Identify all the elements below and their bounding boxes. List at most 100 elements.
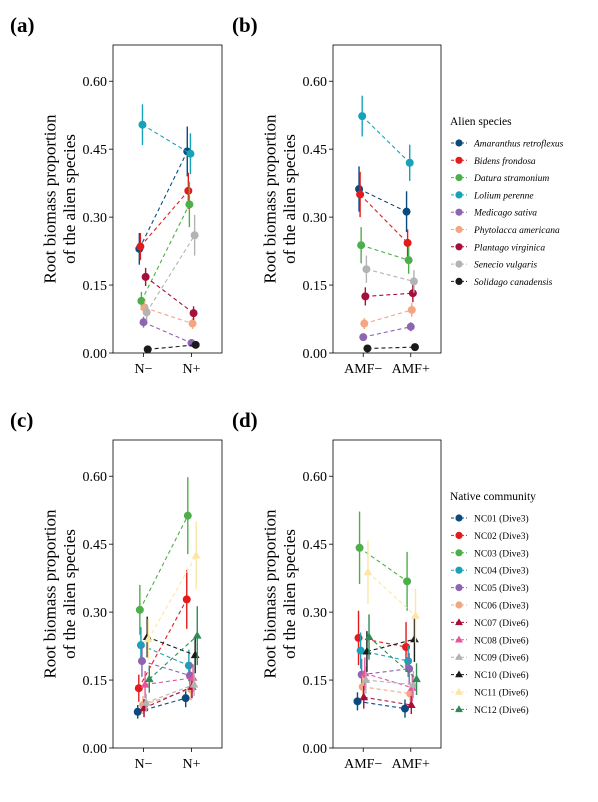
data-point — [141, 272, 150, 281]
y-axis-label-line: of the alien species — [60, 134, 79, 264]
panel-label: (b) — [232, 13, 258, 37]
series-line — [141, 660, 191, 677]
data-point — [403, 238, 412, 247]
legend-label: NC02 (Dive3) — [474, 531, 529, 542]
series-3 — [135, 477, 192, 635]
data-point — [411, 611, 420, 619]
series-line — [143, 686, 193, 709]
series-line — [359, 194, 409, 244]
series-line — [366, 638, 415, 653]
y-tick-label: 0.30 — [303, 211, 328, 226]
legend-marker — [455, 260, 463, 268]
legend-label: NC06 (Dive3) — [474, 601, 529, 612]
y-axis-label-line: of the alien species — [60, 529, 79, 659]
legend-item: NC11 (Dive6) — [451, 688, 528, 699]
series-8 — [362, 255, 418, 293]
series-line — [142, 688, 192, 706]
data-point — [363, 344, 372, 353]
panel-label: (a) — [10, 13, 35, 37]
legend-title: Alien species — [450, 116, 512, 128]
y-tick-label: 0.45 — [303, 143, 328, 158]
y-axis-label-line: of the alien species — [280, 529, 299, 659]
series-line — [147, 344, 196, 350]
legend-label: Plantago virginica — [473, 243, 545, 253]
y-tick-label: 0.60 — [303, 470, 328, 485]
series-4 — [138, 104, 195, 175]
legend-item: Lolium perenne — [451, 191, 534, 201]
y-axis-label-line: Root biomass proportion — [40, 114, 59, 284]
legend-marker — [455, 705, 463, 713]
x-tick-label: N− — [135, 757, 153, 772]
series-line — [145, 677, 194, 686]
data-point — [356, 190, 365, 199]
x-tick-label: N+ — [182, 757, 200, 772]
y-axis-label-line: of the alien species — [280, 134, 299, 264]
series-2 — [134, 569, 191, 702]
data-point — [356, 646, 365, 655]
legend-marker — [455, 670, 463, 678]
data-point — [406, 322, 415, 331]
series-7 — [141, 267, 198, 320]
data-point — [183, 511, 192, 520]
legend-marker — [455, 566, 463, 574]
y-tick-label: 0.30 — [83, 211, 108, 226]
series-line — [138, 151, 188, 250]
y-axis-label: Root biomass proportionof the alien spec… — [40, 114, 79, 284]
y-tick-label: 0.30 — [83, 606, 108, 621]
x-tick-label: AMF− — [344, 757, 382, 772]
data-point — [360, 668, 370, 677]
series-line — [147, 555, 197, 640]
series-line — [368, 636, 417, 680]
y-axis-label: Root biomass proportionof the alien spec… — [260, 509, 299, 679]
legend-label: Phytolacca americana — [473, 226, 560, 236]
series-line — [145, 276, 194, 314]
legend-label: NC01 (Dive3) — [474, 514, 529, 525]
data-point — [134, 684, 143, 693]
legend-item: Amaranthus retroflexus — [451, 139, 564, 150]
data-point — [405, 664, 414, 673]
series-1 — [353, 692, 409, 718]
data-point — [409, 277, 418, 286]
series-line — [146, 234, 196, 313]
y-tick-label: 0.15 — [303, 674, 328, 689]
legend-item: Bidens frondosa — [451, 156, 536, 167]
data-point — [191, 340, 200, 349]
data-point — [191, 550, 201, 559]
data-point — [363, 567, 373, 576]
series-line — [363, 696, 412, 706]
data-point — [357, 241, 366, 250]
series-line — [142, 124, 191, 155]
data-point — [184, 186, 193, 195]
series-line — [140, 204, 190, 302]
data-point — [189, 679, 199, 688]
series-12 — [364, 614, 421, 696]
data-point — [139, 318, 148, 327]
legend-item: Plantago virginica — [451, 243, 545, 253]
series-line — [145, 684, 195, 704]
data-point — [410, 343, 419, 352]
legend-item: NC08 (Dive6) — [451, 635, 529, 646]
data-point — [186, 149, 195, 158]
chart-panel-2: (b) 0.00 0.15 0.30 0.45 0.60 AMF− AMF+ Root biom… — [232, 13, 442, 377]
y-tick-label: 0.15 — [83, 674, 108, 689]
legend-label: Medicago sativa — [473, 209, 537, 219]
legend-marker — [455, 174, 463, 182]
y-tick-label: 0.00 — [83, 742, 108, 757]
data-point — [412, 674, 421, 683]
legend-label: NC08 (Dive6) — [474, 635, 529, 646]
panel-label: (c) — [10, 408, 33, 432]
series-12 — [144, 606, 202, 693]
data-point — [143, 634, 153, 643]
y-tick-label: 0.15 — [303, 279, 328, 294]
series-8 — [142, 214, 199, 321]
series-line — [366, 268, 415, 282]
data-point — [360, 319, 369, 328]
data-point — [407, 305, 416, 314]
series-line — [143, 321, 192, 344]
series-9 — [361, 666, 418, 699]
data-point — [404, 657, 413, 666]
chart-panel-3: (c) 0.00 0.15 0.30 0.45 0.60 N− N+ Root biomass … — [10, 408, 223, 772]
series-line — [139, 190, 189, 247]
plot-frame — [112, 44, 223, 354]
legend-item: Solidago canadensis — [451, 277, 553, 288]
